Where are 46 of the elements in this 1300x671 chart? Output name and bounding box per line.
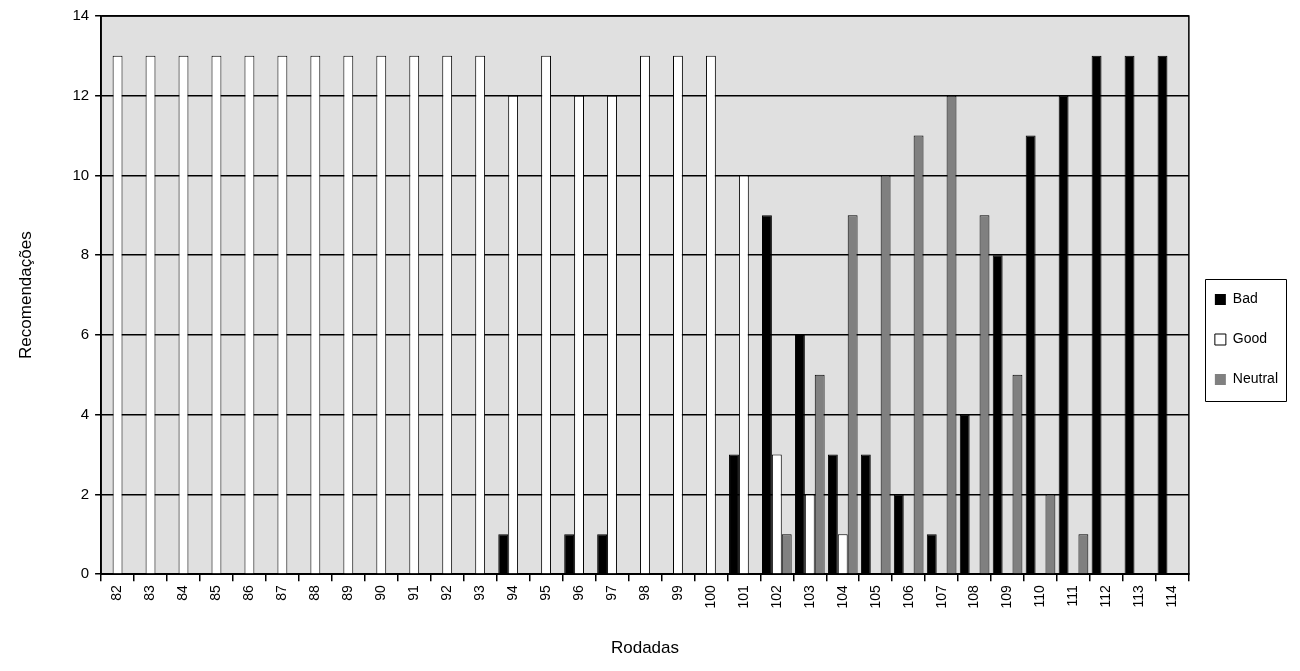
x-tick-label: 92 xyxy=(438,585,455,601)
x-tick-label: 83 xyxy=(141,585,158,601)
x-tick-label: 90 xyxy=(372,585,389,601)
x-axis-title: Rodadas xyxy=(610,638,680,658)
x-tick-label: 91 xyxy=(405,585,422,601)
x-tick-label: 102 xyxy=(767,585,784,609)
x-tick-label: 93 xyxy=(471,585,488,601)
x-tick-label: 113 xyxy=(1130,585,1147,608)
y-tick-label: 4 xyxy=(80,404,90,422)
y-axis-title: Recomendações xyxy=(15,231,35,359)
x-tick-label: 94 xyxy=(503,585,520,601)
y-tick-label: 14 xyxy=(72,6,90,24)
x-tick-label: 108 xyxy=(965,585,982,609)
x-tick-label: 112 xyxy=(1097,585,1114,608)
legend-label: Good xyxy=(1232,330,1268,347)
x-tick-label: 95 xyxy=(536,585,553,601)
y-tick-label: 8 xyxy=(80,245,90,263)
x-tick-label: 103 xyxy=(800,585,817,609)
x-tick-label: 82 xyxy=(108,585,125,601)
x-tick-label: 89 xyxy=(339,585,356,601)
x-tick-label: 107 xyxy=(932,585,949,609)
x-tick-label: 99 xyxy=(668,585,685,601)
y-tick-label: 2 xyxy=(80,484,90,502)
x-tick-label: 109 xyxy=(998,585,1015,609)
x-tick-label: 86 xyxy=(240,585,257,601)
y-tick-label: 12 xyxy=(72,85,90,103)
x-tick-label: 105 xyxy=(866,585,883,609)
x-tick-label: 84 xyxy=(174,585,191,601)
x-tick-label: 96 xyxy=(569,585,586,601)
y-tick-label: 0 xyxy=(80,564,90,582)
legend-label: Bad xyxy=(1232,290,1258,307)
x-tick-label: 101 xyxy=(734,585,751,609)
x-tick-label: 110 xyxy=(1031,585,1048,608)
x-tick-label: 114 xyxy=(1163,585,1180,608)
x-tick-label: 98 xyxy=(635,585,652,601)
x-tick-label: 111 xyxy=(1064,585,1081,607)
x-tick-label: 85 xyxy=(207,585,224,601)
x-tick-label: 106 xyxy=(899,585,916,609)
x-tick-label: 88 xyxy=(306,585,323,601)
y-tick-label: 6 xyxy=(80,325,90,343)
legend-label: Neutral xyxy=(1232,370,1279,387)
y-tick-label: 10 xyxy=(72,165,90,183)
x-tick-label: 104 xyxy=(833,585,850,609)
x-tick-label: 87 xyxy=(273,585,290,601)
x-tick-label: 97 xyxy=(602,585,619,601)
x-tick-label: 100 xyxy=(701,585,718,609)
